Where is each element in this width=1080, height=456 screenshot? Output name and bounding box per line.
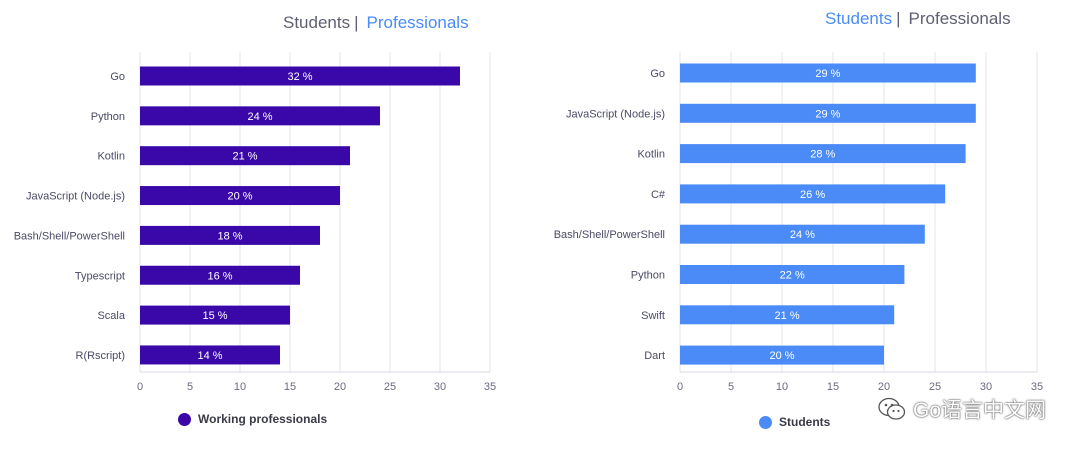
bar-value-label: 24 %: [247, 111, 272, 123]
bar-value-label: 16 %: [207, 270, 232, 282]
bar-value-label: 26 %: [800, 189, 825, 201]
wechat-icon: [878, 397, 906, 420]
legend-dot: [178, 412, 191, 426]
category-label: C#: [651, 189, 666, 201]
right-chart-tabs: Students | Professionals: [825, 9, 1011, 29]
category-label: JavaScript (Node.js): [566, 108, 665, 120]
x-tick-label: 35: [1031, 381, 1043, 393]
category-label: Python: [631, 270, 665, 282]
legend-label: Working professionals: [198, 412, 328, 426]
bar-value-label: 21 %: [775, 310, 800, 322]
tab-separator: |: [354, 13, 359, 32]
bar-value-label: 22 %: [780, 270, 805, 282]
bar: [680, 63, 976, 83]
category-label: Kotlin: [637, 149, 665, 161]
category-label: Bash/Shell/PowerShell: [14, 230, 125, 242]
tab-students[interactable]: Students: [283, 13, 351, 32]
bar: [680, 144, 966, 164]
right-legend[interactable]: Students: [759, 415, 830, 429]
bar-value-label: 18 %: [217, 230, 242, 242]
bar-value-label: 20 %: [769, 350, 794, 362]
bar: [680, 265, 905, 284]
bar-value-label: 28 %: [810, 149, 835, 161]
bar-value-label: 32 %: [287, 71, 312, 83]
tab-professionals[interactable]: Professionals: [366, 13, 469, 32]
bar: [680, 345, 884, 365]
x-tick-label: 0: [677, 381, 683, 393]
x-tick-label: 20: [878, 381, 890, 393]
bar-value-label: 15 %: [202, 310, 227, 322]
x-tick-label: 10: [234, 381, 246, 393]
category-label: Bash/Shell/PowerShell: [554, 229, 665, 241]
x-tick-label: 0: [137, 381, 143, 393]
bar: [680, 224, 925, 244]
category-label: Scala: [97, 310, 125, 322]
x-tick-label: 20: [334, 381, 346, 393]
x-tick-label: 5: [728, 381, 734, 393]
category-label: Python: [91, 111, 125, 123]
category-label: Go: [650, 68, 665, 80]
bar-value-label: 24 %: [790, 229, 815, 241]
category-label: Dart: [644, 350, 665, 362]
x-tick-label: 15: [284, 381, 296, 393]
bar-value-label: 29 %: [815, 108, 840, 120]
legend-label: Students: [779, 415, 831, 429]
category-label: Swift: [641, 310, 665, 322]
x-tick-label: 5: [187, 381, 193, 393]
tab-professionals[interactable]: Professionals: [908, 9, 1011, 28]
bar: [680, 305, 895, 325]
x-tick-label: 10: [776, 381, 788, 393]
category-label: Go: [110, 71, 125, 83]
bar: [140, 345, 280, 365]
category-label: Typescript: [75, 270, 125, 282]
watermark: Go语言中文网: [877, 394, 1046, 424]
bar: [140, 186, 340, 206]
bar: [680, 103, 976, 123]
x-tick-label: 15: [827, 381, 839, 393]
tab-separator: |: [896, 9, 901, 28]
x-tick-label: 35: [484, 381, 496, 393]
left-legend[interactable]: Working professionals: [178, 412, 327, 426]
bar: [140, 265, 300, 285]
left-chart-tabs: Students | Professionals: [283, 13, 469, 33]
tab-students[interactable]: Students: [825, 9, 893, 28]
legend-dot: [759, 415, 772, 429]
x-tick-label: 30: [980, 381, 992, 393]
x-tick-label: 25: [929, 381, 941, 393]
bar-value-label: 14 %: [197, 350, 222, 362]
bar: [140, 225, 320, 245]
bar: [140, 66, 460, 86]
bar-value-label: 21 %: [232, 151, 257, 163]
category-label: JavaScript (Node.js): [26, 191, 125, 203]
bar-value-label: 29 %: [815, 68, 840, 80]
watermark-text: Go语言中文网: [912, 399, 1046, 422]
bar: [680, 184, 946, 204]
category-label: R(Rscript): [76, 350, 126, 362]
bar: [140, 305, 290, 325]
bar-value-label: 20 %: [227, 191, 252, 203]
bar: [140, 106, 380, 126]
x-tick-label: 30: [434, 381, 446, 393]
bar: [140, 146, 350, 166]
category-label: Kotlin: [97, 151, 125, 163]
x-tick-label: 25: [384, 381, 396, 393]
